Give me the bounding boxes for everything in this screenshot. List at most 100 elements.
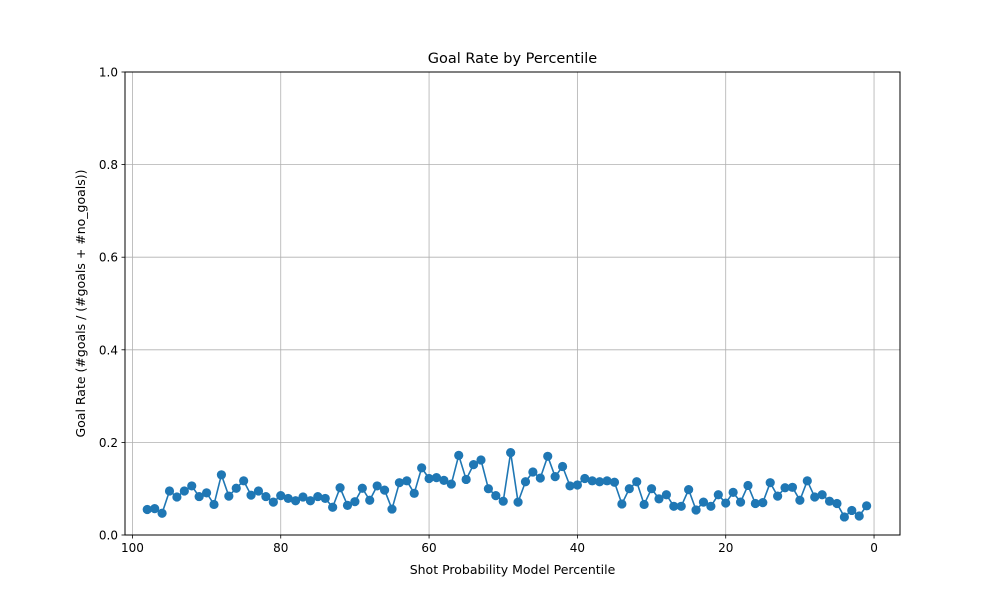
data-point	[646, 484, 657, 494]
data-point	[328, 502, 338, 512]
data-point	[216, 470, 227, 480]
data-point	[246, 490, 256, 500]
data-point	[721, 498, 731, 508]
data-point	[698, 497, 709, 507]
data-point	[409, 488, 419, 498]
y-axis-ticks: 0.0 0.2 0.4 0.6 0.8 1.0	[99, 66, 125, 543]
data-point	[305, 496, 316, 506]
y-tick-label: 0.0	[99, 529, 118, 543]
data-point	[550, 472, 560, 482]
data-point	[150, 504, 160, 514]
data-point	[224, 491, 234, 501]
x-tick-label: 80	[273, 541, 288, 555]
data-point	[342, 500, 353, 510]
data-point	[424, 473, 434, 484]
data-point	[691, 505, 701, 515]
data-point	[706, 501, 716, 511]
data-point	[750, 498, 760, 509]
data-point	[187, 481, 197, 491]
data-point	[728, 487, 738, 498]
data-point	[587, 476, 597, 486]
data-point	[253, 486, 264, 496]
data-point	[854, 511, 864, 521]
x-axis-label: Shot Probability Model Percentile	[410, 562, 616, 577]
data-point	[543, 451, 553, 461]
data-point	[483, 484, 493, 494]
data-point	[268, 497, 278, 507]
data-point	[498, 496, 508, 506]
data-point	[491, 491, 501, 501]
data-point	[847, 505, 857, 516]
data-point	[713, 490, 723, 500]
data-point	[758, 497, 768, 508]
data-point	[290, 496, 301, 506]
data-point	[735, 497, 746, 507]
data-point	[298, 492, 308, 502]
data-point	[372, 481, 382, 491]
y-tick-label: 0.4	[99, 343, 118, 357]
data-point	[476, 455, 486, 465]
data-point	[402, 476, 412, 486]
data-point	[832, 498, 842, 509]
y-tick-label: 1.0	[99, 66, 118, 80]
data-point	[595, 477, 605, 487]
data-point	[394, 478, 405, 488]
data-point	[654, 494, 664, 504]
data-point	[624, 484, 634, 494]
y-tick-label: 0.8	[99, 158, 118, 172]
series-goal-rate	[142, 447, 872, 522]
data-point	[454, 450, 464, 460]
data-point	[335, 483, 345, 493]
data-point	[535, 473, 545, 483]
chart-title: Goal Rate by Percentile	[428, 51, 597, 67]
data-point	[179, 486, 189, 496]
data-point	[839, 512, 849, 522]
data-point	[320, 493, 330, 504]
data-point	[824, 496, 835, 506]
data-point	[773, 491, 783, 501]
data-point	[676, 501, 686, 511]
data-point	[528, 467, 538, 477]
data-point	[780, 483, 790, 493]
data-point	[669, 501, 679, 511]
data-point	[572, 480, 582, 490]
data-point	[802, 476, 812, 486]
data-point	[357, 483, 367, 493]
data-point	[506, 447, 516, 458]
data-point	[417, 463, 427, 473]
x-tick-label: 0	[870, 541, 878, 555]
data-point	[787, 482, 798, 492]
data-point	[580, 473, 590, 484]
x-tick-label: 40	[570, 541, 585, 555]
data-point	[313, 491, 323, 502]
y-axis-label: Goal Rate (#goals / (#goals + #no_goals)…	[73, 169, 88, 437]
data-point	[609, 477, 620, 487]
data-point	[446, 479, 456, 489]
data-point	[520, 477, 531, 487]
data-point	[602, 476, 612, 486]
data-point	[661, 490, 671, 500]
data-point	[431, 472, 442, 483]
x-tick-label: 100	[121, 541, 144, 555]
plot-frame	[124, 71, 901, 536]
data-point	[461, 474, 471, 485]
data-point	[795, 495, 805, 505]
x-tick-label: 20	[718, 541, 733, 555]
data-point	[387, 504, 397, 514]
data-point	[283, 493, 293, 504]
x-axis-ticks: 100 80 60 40 20 0	[121, 535, 878, 555]
data-point	[632, 477, 642, 487]
data-point	[201, 488, 212, 498]
x-tick-label: 60	[421, 541, 436, 555]
data-point	[617, 499, 627, 509]
data-point	[172, 492, 182, 502]
data-point	[817, 490, 827, 500]
data-point	[765, 478, 775, 488]
data-point	[557, 461, 568, 472]
data-point	[209, 499, 219, 510]
data-point	[468, 460, 479, 470]
y-tick-label: 0.6	[99, 251, 118, 265]
data-point	[684, 485, 694, 495]
data-point	[439, 475, 449, 485]
